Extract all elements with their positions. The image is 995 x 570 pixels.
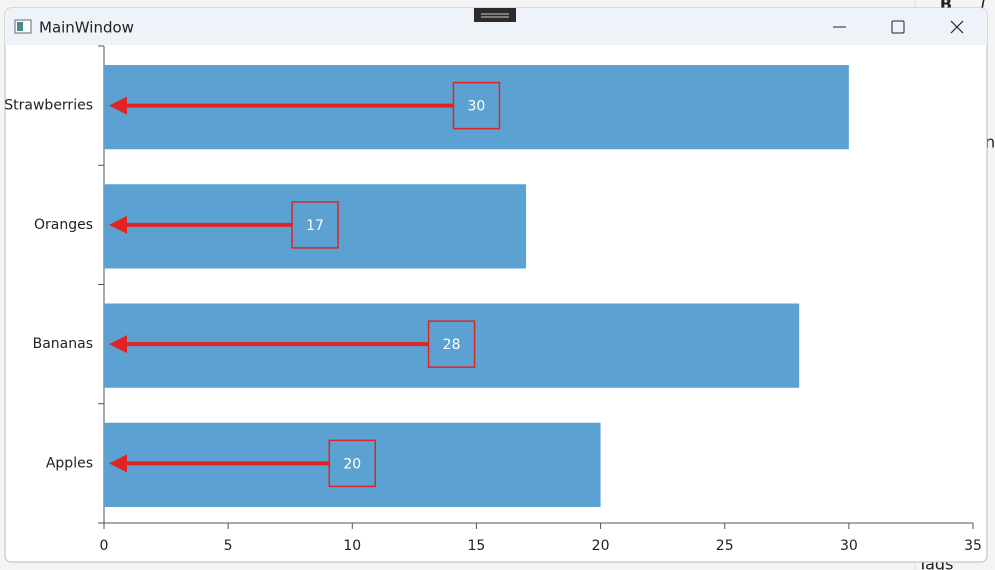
x-tick-label: 35 bbox=[964, 538, 982, 554]
y-tick-label: Oranges bbox=[34, 217, 93, 233]
x-tick-label: 10 bbox=[343, 538, 361, 554]
annotation-box bbox=[452, 81, 501, 130]
x-tick-label: 30 bbox=[840, 538, 858, 554]
annotation-arrowhead bbox=[109, 96, 127, 115]
annotation-box bbox=[291, 201, 339, 249]
x-tick-label: 5 bbox=[224, 538, 233, 554]
y-tick-label: Strawberries bbox=[4, 98, 93, 114]
annotation-box bbox=[427, 320, 476, 368]
annotation-arrowhead bbox=[109, 335, 127, 354]
x-tick-label: 15 bbox=[468, 538, 486, 554]
app-icon-part bbox=[17, 22, 23, 31]
window-title: MainWindow bbox=[39, 19, 134, 37]
x-tick-label: 25 bbox=[716, 538, 734, 554]
y-tick-label: Bananas bbox=[33, 336, 93, 352]
bg-text: ng bbox=[985, 133, 995, 152]
annotation-arrowhead bbox=[109, 454, 127, 473]
x-tick-label: 0 bbox=[100, 538, 109, 554]
maximize-button[interactable] bbox=[891, 20, 905, 34]
snap-handle[interactable] bbox=[474, 8, 516, 22]
x-tick-label: 20 bbox=[592, 538, 610, 554]
close-button[interactable] bbox=[950, 20, 964, 34]
annotation-arrowhead bbox=[109, 215, 127, 234]
annotation-label: 28 bbox=[443, 337, 461, 353]
annotation-label: 30 bbox=[468, 99, 486, 115]
bg-text: I bbox=[981, 0, 986, 14]
annotation-label: 20 bbox=[343, 456, 361, 472]
annotation-box bbox=[328, 439, 377, 488]
title-bar[interactable] bbox=[5, 8, 987, 45]
annotation-label: 17 bbox=[306, 218, 324, 234]
y-tick-label: Apples bbox=[46, 455, 93, 471]
